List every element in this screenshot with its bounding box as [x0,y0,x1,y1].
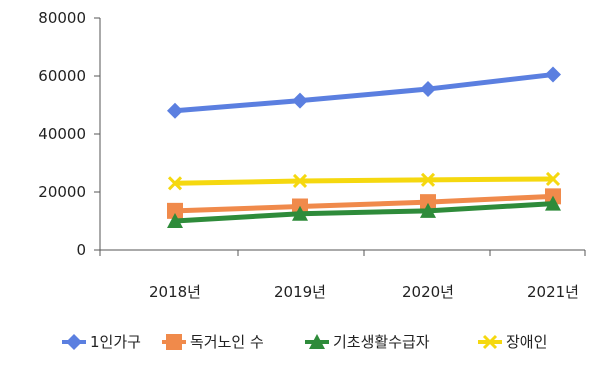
data-point [420,194,436,211]
legend: 1인가구 독거노인 수 기초생활수급자 장애인 [62,333,547,351]
legend-item: 독거노인 수 [162,333,264,351]
y-tick-label: 0 [76,241,86,259]
data-point [167,176,183,191]
data-point [167,213,183,228]
legend-item: 1인가구 [62,333,141,351]
legend-label: 기초생활수급자 [333,333,430,351]
data-point [420,172,436,187]
y-tick-label: 80000 [38,9,86,27]
data-point [420,202,436,218]
series-line [174,201,554,224]
data-point [292,92,308,109]
data-point [420,81,436,98]
series-line [174,176,554,186]
y-axis: 0 20000 40000 60000 80000 [38,9,101,259]
series-line [174,72,554,114]
series [167,66,561,119]
data-point [545,171,561,187]
data-point [309,334,325,349]
data-point [292,205,308,221]
x-axis: 2018년 2019년 2020년 2021년 [99,249,586,301]
y-tick-label: 20000 [38,183,86,201]
series [167,195,561,228]
legend-label: 장애인 [506,333,547,351]
data-point [482,334,498,350]
x-tick-label: 2020년 [402,283,454,301]
legend-item: 기초생활수급자 [305,333,430,351]
y-tick-label: 40000 [38,125,86,143]
x-tick-label: 2019년 [274,283,326,301]
data-point [66,334,82,350]
series [167,171,561,191]
x-tick-label: 2021년 [527,283,579,301]
data-point [545,66,561,83]
legend-item: 장애인 [478,333,547,351]
data-point [545,195,561,211]
series-layer [167,66,561,228]
series-line [174,193,554,214]
legend-label: 1인가구 [90,333,141,351]
x-tick-label: 2018년 [149,283,201,301]
legend-label: 독거노인 수 [190,333,264,351]
data-point [167,102,183,119]
data-point [166,334,182,350]
data-point [167,202,183,219]
y-tick-label: 60000 [38,67,86,85]
data-point [292,173,308,189]
